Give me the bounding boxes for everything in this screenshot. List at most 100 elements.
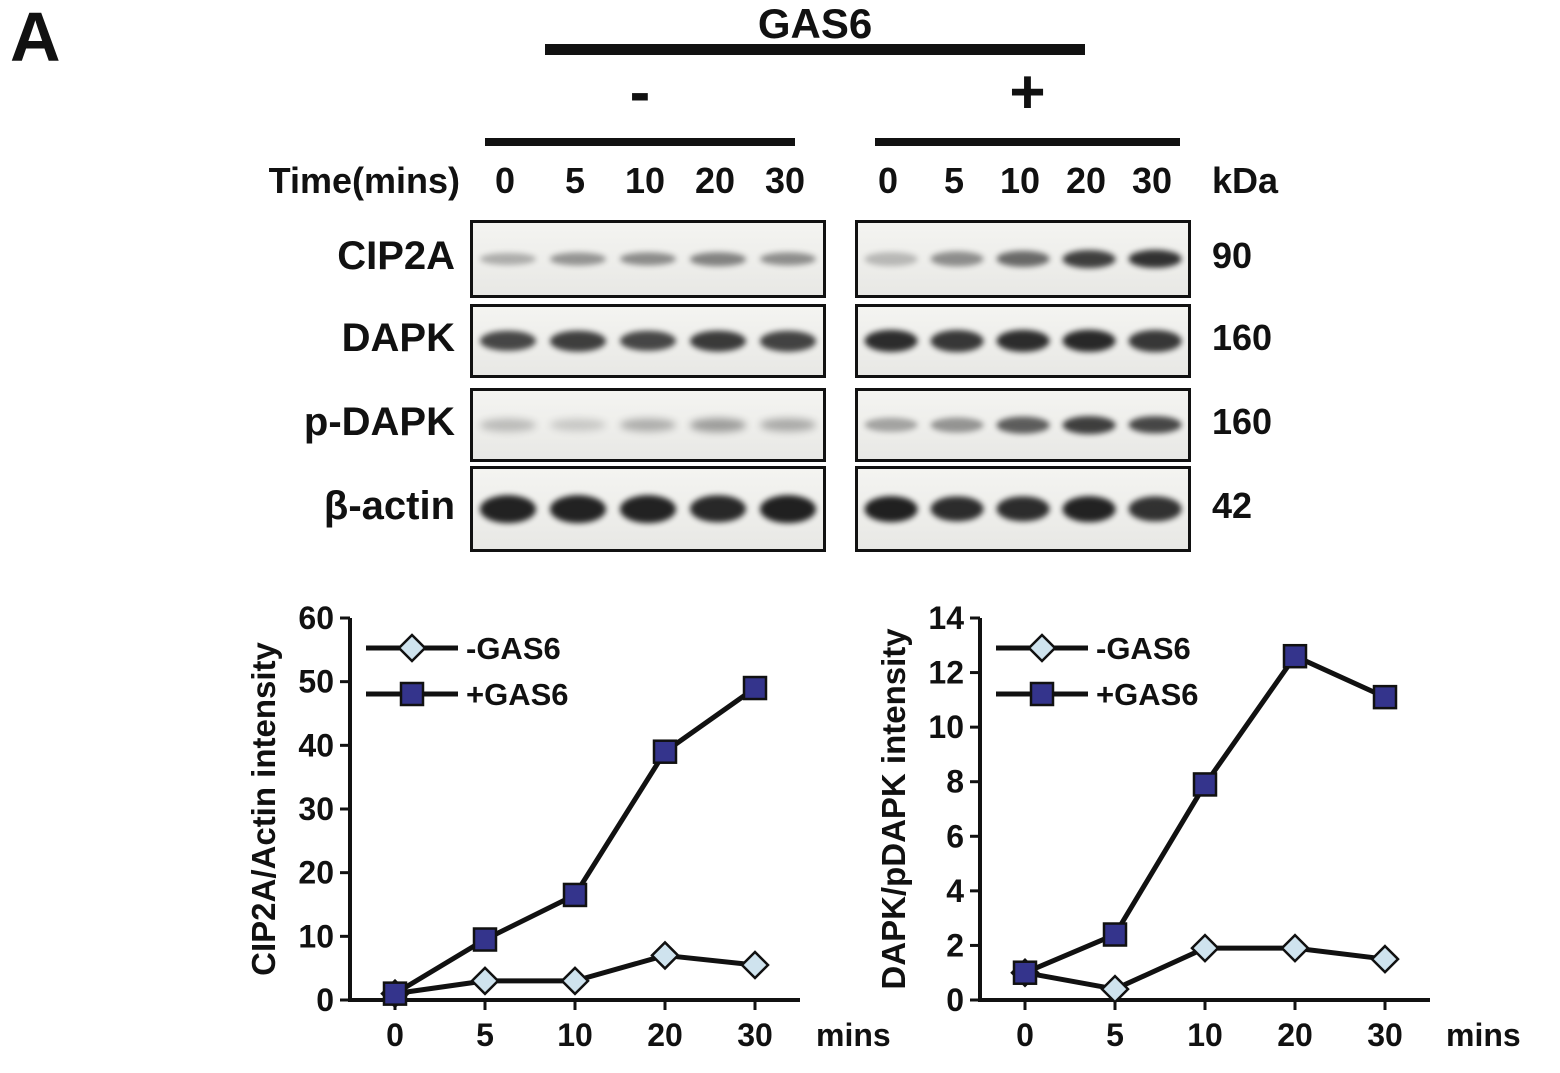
blot-band: [550, 330, 606, 352]
blot-plus-cip2a: [855, 220, 1191, 298]
blot-minus-dapk: [470, 304, 826, 378]
x-tick-label: 5: [1106, 1017, 1124, 1053]
blot-minus-pdapk: [470, 388, 826, 462]
y-tick-label: 10: [928, 709, 964, 745]
kda-value: 90: [1212, 235, 1253, 276]
x-tick-label: 10: [557, 1017, 593, 1053]
blot-row-label: CIP2A: [337, 233, 455, 278]
x-axis-unit: mins: [816, 1017, 891, 1053]
blot-band: [930, 251, 984, 267]
blot-band: [864, 252, 918, 266]
y-tick-label: 0: [316, 982, 334, 1018]
lane-time: 10: [624, 160, 666, 201]
blot-band: [550, 252, 606, 266]
blot-band: [1062, 329, 1116, 353]
kda-header: kDa: [1212, 160, 1279, 201]
blot-band: [620, 495, 676, 523]
y-tick-label: 30: [298, 791, 334, 827]
marker-square: [652, 739, 678, 764]
kda-value: 160: [1212, 401, 1273, 442]
blot-band: [760, 418, 816, 432]
blot-band: [996, 329, 1050, 353]
legend-label: -GAS6: [466, 631, 561, 666]
y-tick-label: 12: [928, 655, 964, 691]
lane-time: 5: [943, 160, 965, 201]
minus-underline: [485, 138, 795, 146]
y-tick-label: 0: [946, 982, 964, 1018]
y-tick-label: 40: [298, 727, 334, 763]
marker-diamond: [1280, 933, 1310, 963]
x-tick-label: 10: [1187, 1017, 1223, 1053]
y-axis-label: DAPK/pDAPK intensity: [875, 628, 912, 990]
blot-minus-cip2a: [470, 220, 826, 298]
panel-label: A: [10, 0, 61, 76]
marker-diamond: [560, 966, 590, 996]
marker-square: [399, 681, 425, 707]
plus-group-label: +: [1009, 58, 1046, 127]
blot-band: [550, 495, 606, 523]
marker-diamond: [740, 950, 770, 980]
series-line: [1024, 653, 1387, 976]
blot-band: [864, 417, 918, 433]
blot-band: [620, 252, 676, 266]
blot-band: [550, 418, 606, 432]
blot-row-label: p-DAPK: [303, 399, 455, 444]
blot-band: [1128, 249, 1182, 269]
blot-plus-pdapk: [855, 388, 1191, 462]
x-axis-unit: mins: [1446, 1017, 1521, 1053]
blot-band: [480, 252, 536, 266]
blot-row-label: β-actin: [323, 483, 455, 528]
blot-minus-actin: [470, 466, 826, 552]
chart-dapk-pdapk-svg: 0 2 4 6 8 10 12 14 0 5 10 20 30 mins DAPK/pDAPK intens…: [875, 600, 1521, 1053]
blot-band: [480, 418, 536, 432]
lane-times-plus: 0 5 10 20 30: [855, 160, 1185, 202]
lane-time: 30: [764, 160, 806, 201]
y-tick-label: 60: [298, 600, 334, 636]
legend-label: -GAS6: [1096, 631, 1191, 666]
marker-square: [382, 981, 408, 1006]
x-tick-label: 30: [1367, 1017, 1403, 1053]
marker-diamond: [470, 966, 500, 996]
y-axis-label: CIP2A/Actin intensity: [245, 641, 282, 975]
marker-diamond: [397, 633, 427, 663]
time-axis-label: Time(mins): [268, 160, 460, 201]
blot-band: [760, 330, 816, 352]
blot-band: [1062, 416, 1116, 434]
marker-diamond: [1370, 944, 1400, 974]
legend-label: +GAS6: [466, 677, 569, 712]
lane-time: 0: [877, 160, 899, 201]
blot-band: [690, 330, 746, 352]
chart-cip2a-actin: 0 10 20 30 40 50 60 0 5 10 20 30 mins CIP2A/Actin int…: [245, 600, 905, 1073]
x-tick-label: 0: [1016, 1017, 1034, 1053]
chart-cip2a-actin-svg: 0 10 20 30 40 50 60 0 5 10 20 30 mins CIP2A/Actin int…: [245, 600, 891, 1053]
gas6-group-title: GAS6: [757, 0, 873, 47]
x-tick-label: 30: [737, 1017, 773, 1053]
blot-plus-dapk: [855, 304, 1191, 378]
marker-square: [1029, 681, 1055, 707]
blot-band: [864, 496, 918, 522]
marker-diamond: [1190, 933, 1220, 963]
blot-band: [930, 417, 984, 433]
blot-band: [480, 495, 536, 523]
blot-band: [760, 495, 816, 523]
x-tick-label: 20: [647, 1017, 683, 1053]
chart-dapk-pdapk: 0 2 4 6 8 10 12 14 0 5 10 20 30 mins DAPK/pDAPK intens…: [875, 600, 1535, 1073]
plus-underline: [875, 138, 1180, 146]
blot-band: [760, 252, 816, 266]
blot-band: [1128, 496, 1182, 522]
lane-time: 10: [999, 160, 1041, 201]
marker-square: [1102, 922, 1128, 947]
blot-band: [996, 250, 1050, 268]
kda-value: 160: [1212, 317, 1273, 358]
legend-label: +GAS6: [1096, 677, 1199, 712]
x-tick-label: 5: [476, 1017, 494, 1053]
y-tick-label: 8: [946, 764, 964, 800]
marker-square: [1372, 684, 1398, 710]
blot-plus-actin: [855, 466, 1191, 552]
blot-band: [996, 496, 1050, 522]
blot-band: [1128, 330, 1182, 352]
y-tick-label: 4: [946, 873, 964, 909]
minus-group-label: -: [629, 58, 651, 127]
marker-square: [742, 675, 768, 701]
gas6-underline: [545, 44, 1085, 55]
